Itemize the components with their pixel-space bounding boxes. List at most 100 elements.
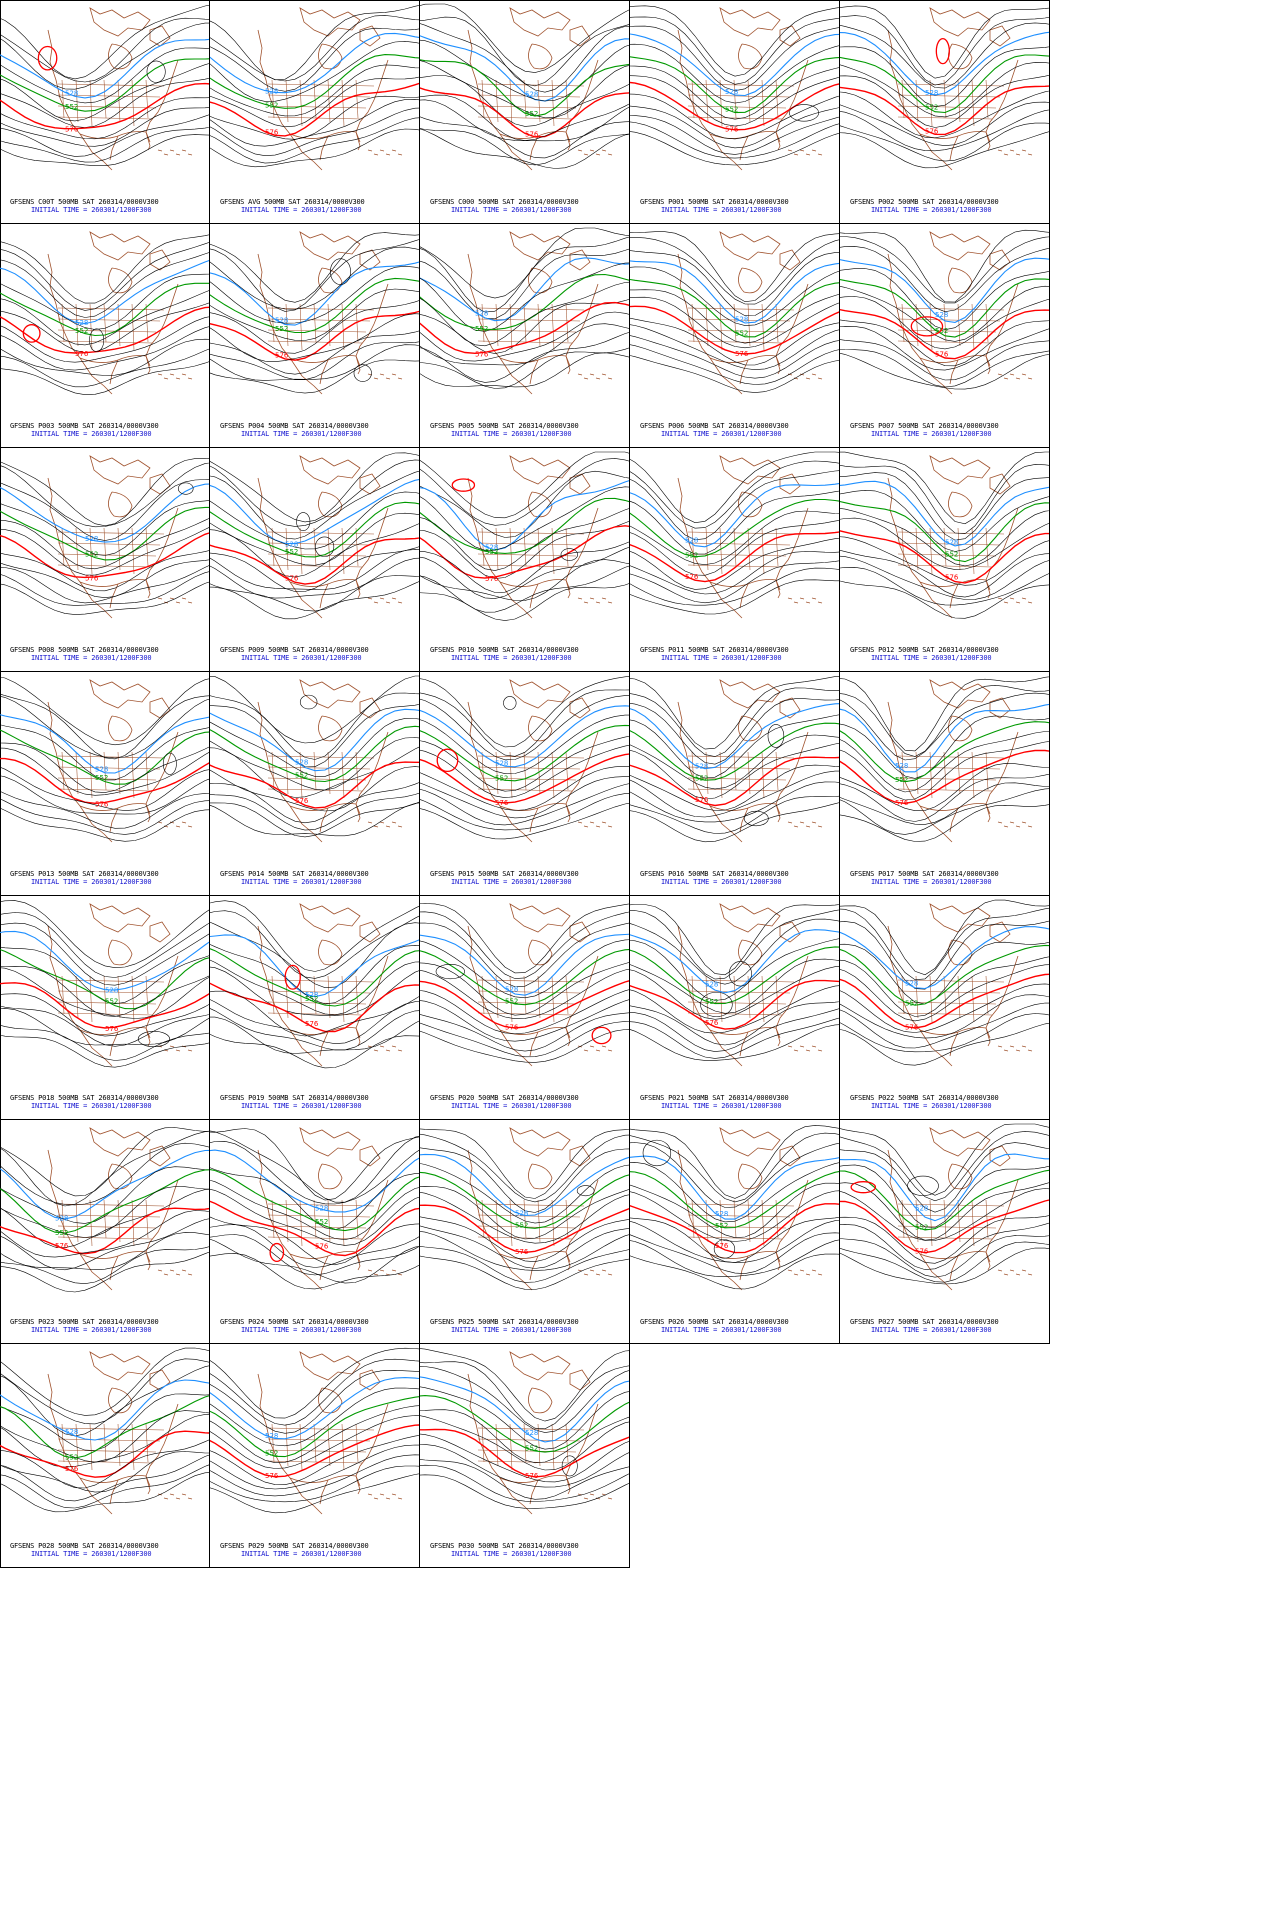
contour-label-576: 576: [515, 1248, 529, 1256]
map-outline: [257, 1127, 403, 1291]
state-border: [719, 527, 723, 575]
island: [811, 1045, 817, 1048]
state-border: [271, 1199, 275, 1239]
state-border: [897, 307, 1005, 311]
state-border: [687, 788, 783, 792]
state-border: [89, 1423, 93, 1471]
height-contour: [0, 77, 209, 128]
island: [805, 601, 811, 604]
height-contour: [210, 1033, 419, 1069]
height-contour: [210, 1415, 419, 1469]
closed-contour: [728, 961, 752, 987]
height-contour: [840, 580, 1049, 619]
state-border: [687, 564, 783, 568]
state-border: [299, 975, 303, 1023]
island: [601, 1269, 607, 1272]
coastline: [565, 131, 571, 151]
height-contour: [630, 560, 839, 604]
map-outline: [257, 7, 403, 171]
state-border: [477, 766, 581, 770]
contour-lines: [840, 1123, 1049, 1285]
map-outline: [677, 903, 823, 1067]
coastline: [257, 1373, 291, 1479]
island: [169, 1269, 175, 1272]
height-contour: [210, 1234, 419, 1276]
island: [601, 149, 607, 152]
state-border: [705, 79, 709, 123]
caribbean-islands: [367, 821, 403, 828]
contour-label-528: 528: [495, 760, 508, 768]
island: [589, 821, 595, 824]
height-contour: [210, 1253, 419, 1290]
map-outline: [467, 7, 613, 171]
height-contour: [210, 737, 419, 791]
island: [583, 1273, 589, 1276]
contour-576: [210, 761, 419, 809]
height-contour: [840, 1182, 1049, 1241]
state-border: [897, 777, 997, 781]
arctic-islands: [149, 473, 171, 495]
state-border: [285, 1423, 289, 1467]
state-border: [89, 303, 93, 351]
contour-552: [840, 721, 1049, 783]
arctic-islands: [149, 249, 171, 271]
contour-lines: [630, 231, 839, 393]
island: [397, 1497, 403, 1500]
contour-label-528: 528: [935, 311, 948, 319]
height-contour: [210, 549, 419, 590]
island: [181, 1493, 187, 1496]
contour-576: [210, 1200, 419, 1257]
state-border: [985, 1199, 989, 1239]
island: [379, 1493, 385, 1496]
arctic-islands: [929, 1127, 991, 1157]
state-border: [687, 83, 795, 87]
height-contour: [630, 121, 839, 159]
contour-576: [840, 530, 1049, 584]
state-border: [897, 766, 1001, 770]
state-border: [733, 79, 737, 119]
state-border: [57, 94, 161, 98]
island: [595, 601, 601, 604]
height-contour: [210, 1444, 419, 1490]
height-contour: [420, 911, 629, 979]
arctic-islands: [149, 1145, 171, 1167]
height-contour: [420, 565, 629, 613]
height-contour: [420, 968, 629, 1020]
height-contour: [420, 547, 629, 599]
height-contour: [0, 1451, 209, 1493]
hudson-bay: [108, 939, 133, 966]
state-border: [267, 788, 363, 792]
ensemble-panel-p023: 528 552 576 GFSENS P023 500MB SAT 260314/00…: [0, 1120, 210, 1344]
coastline: [257, 29, 291, 135]
height-contour: [630, 1125, 839, 1199]
coastline: [289, 357, 329, 395]
contour-label-576: 576: [55, 1242, 69, 1250]
island: [595, 1497, 601, 1500]
state-border: [75, 975, 79, 1019]
height-contour: [210, 128, 419, 168]
height-contour: [210, 704, 419, 768]
island: [1027, 1273, 1033, 1276]
closed-contour-576: [910, 316, 944, 337]
height-contour: [210, 27, 419, 92]
arctic-islands: [359, 921, 381, 943]
contour-528: [0, 1149, 209, 1220]
contour-528: [210, 32, 419, 94]
caribbean-islands: [787, 373, 823, 380]
height-contour: [840, 956, 1049, 1017]
state-border: [761, 1199, 765, 1247]
height-contour: [420, 695, 629, 761]
height-contour: [840, 296, 1049, 350]
island: [391, 597, 397, 600]
coastline: [677, 477, 711, 583]
height-contour: [0, 500, 209, 556]
arctic-islands: [569, 921, 591, 943]
arctic-islands: [929, 455, 991, 485]
coastline: [145, 955, 179, 1039]
island: [805, 1273, 811, 1276]
coastline: [145, 355, 151, 375]
height-contour: [630, 296, 839, 349]
height-contour: [630, 781, 839, 823]
